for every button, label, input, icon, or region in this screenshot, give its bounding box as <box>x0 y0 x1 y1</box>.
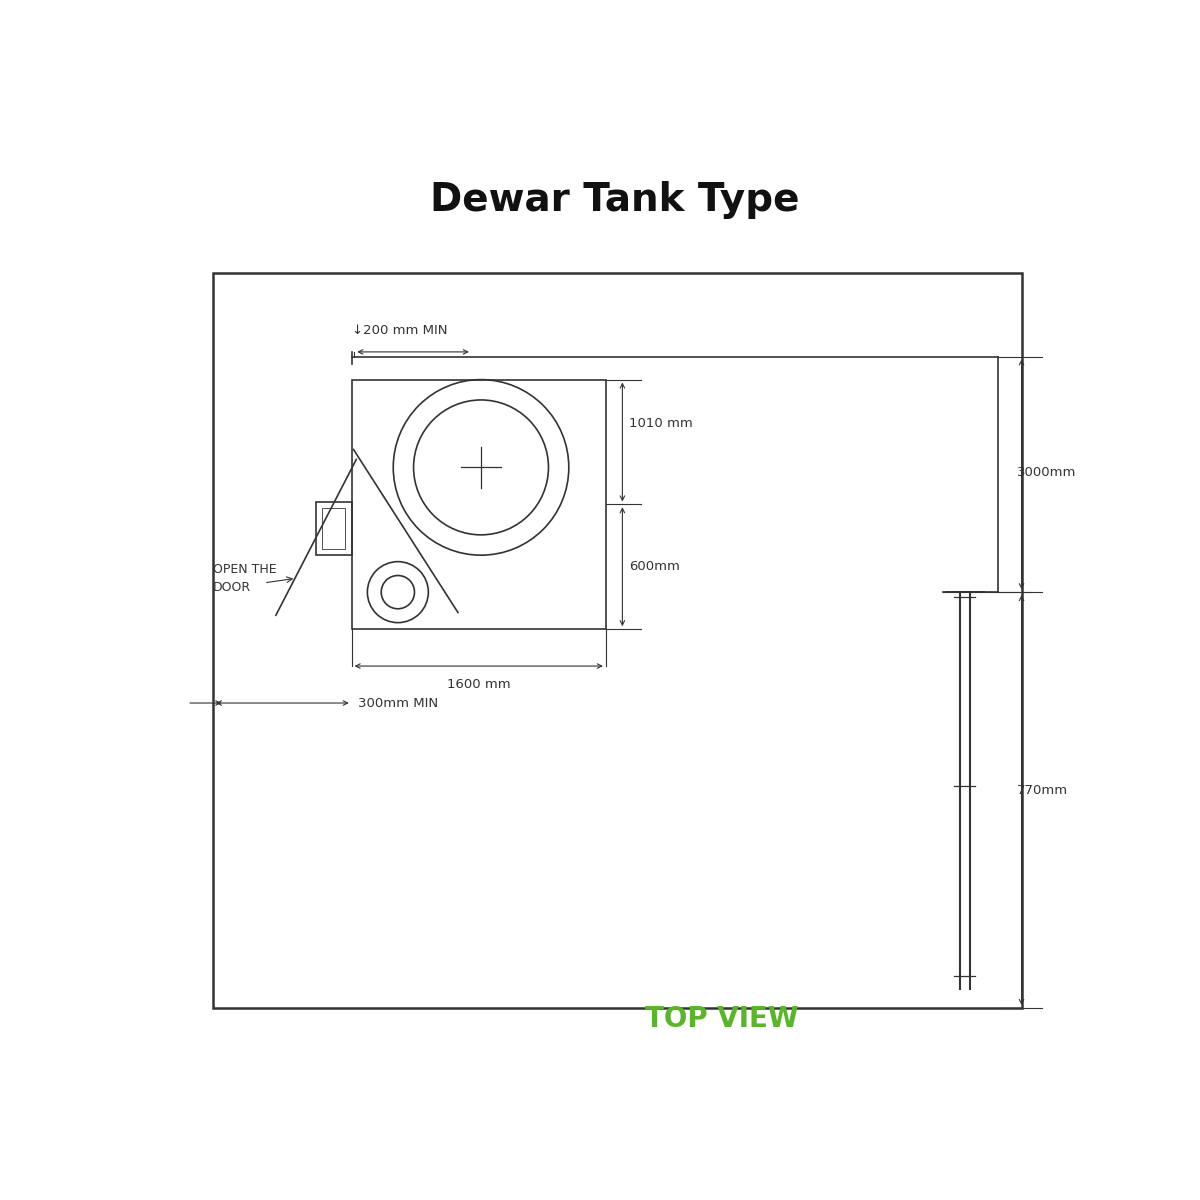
Text: OPEN THE
DOOR: OPEN THE DOOR <box>214 563 277 594</box>
Bar <box>214 274 1021 1008</box>
Text: TOP VIEW: TOP VIEW <box>644 1004 798 1033</box>
Bar <box>352 379 606 629</box>
Text: 770mm: 770mm <box>1016 785 1068 797</box>
Text: 3000mm: 3000mm <box>1016 466 1076 479</box>
Bar <box>316 502 352 556</box>
Text: 1010 mm: 1010 mm <box>629 418 692 430</box>
Text: 600mm: 600mm <box>629 560 679 574</box>
Bar <box>322 508 346 548</box>
Text: 300mm MIN: 300mm MIN <box>358 696 438 709</box>
Text: ↓200 mm MIN: ↓200 mm MIN <box>352 324 448 337</box>
Text: Dewar Tank Type: Dewar Tank Type <box>431 181 799 218</box>
Text: 1600 mm: 1600 mm <box>446 678 510 691</box>
